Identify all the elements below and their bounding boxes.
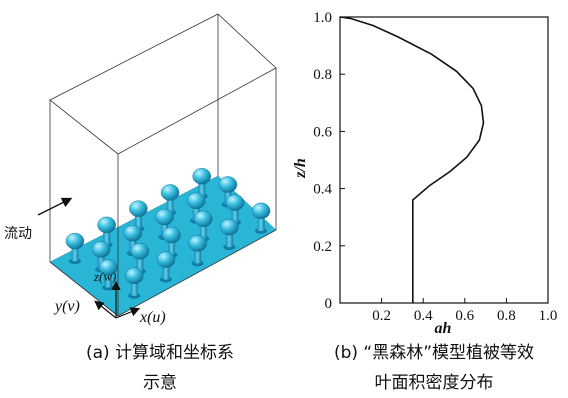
flow-label: 流动 [4,226,32,242]
x-ticks: 0.2 0.4 0.6 0.8 1.0 [372,298,557,324]
plot-frame [339,16,549,304]
panel-a-domain: 流动 x(u) y(v) z(w) [4,13,277,326]
x-axis-title: ah [435,320,452,337]
vegetation-element [220,218,239,251]
y-ticks: 0 0.2 0.4 0.6 0.8 1.0 [313,10,345,312]
x-tick-label: 1.0 [539,308,558,324]
flow-arrow [37,197,73,216]
y-tick-label: 0.2 [313,239,332,255]
vegetation-element [125,267,144,299]
y-tick-label: 0.6 [313,124,332,140]
y-tick-label: 0 [325,296,333,312]
y-axis-label: y(v) [53,298,80,315]
series-line [339,16,485,303]
caption-b-line2: 叶面积密度分布 [374,373,494,393]
caption-b-line1: (b) “黑森林”模型植被等效 [333,343,535,363]
caption-a-line2: 示意 [143,373,177,393]
x-tick-label: 0.8 [497,308,516,324]
x-axis-label: x(u) [139,309,166,326]
vegetation-element [251,202,271,234]
caption-a-line1: (a) 计算域和坐标系 [85,343,235,363]
vegetation-element [130,243,150,275]
x-tick-label: 0.2 [372,308,391,324]
y-tick-label: 0.4 [313,182,332,198]
vegetation-array [65,168,271,299]
y-tick-label: 0.8 [313,67,332,83]
vegetation-element [65,232,85,265]
y-tick-label: 1.0 [313,10,332,26]
y-axis-arrow [94,300,117,319]
panel-b-chart: 0.2 0.4 0.6 0.8 1.0 0 0.2 0.4 0.6 0.8 1.0 ah z/h [292,10,557,337]
vegetation-element [156,251,176,283]
x-axis-arrow [115,307,141,319]
z-axis-label: z(w) [93,269,116,284]
caption-a: (a) 计算域和坐标系 示意 [40,338,280,398]
vegetation-element [188,235,207,267]
x-tick-label: 0.4 [414,308,433,324]
y-axis-title: z/h [292,158,309,179]
vegetation-element [129,200,148,232]
vegetation-element [98,259,118,291]
x-tick-label: 0.6 [455,308,474,324]
caption-b: (b) “黑森林”模型植被等效 叶面积密度分布 [300,338,568,398]
